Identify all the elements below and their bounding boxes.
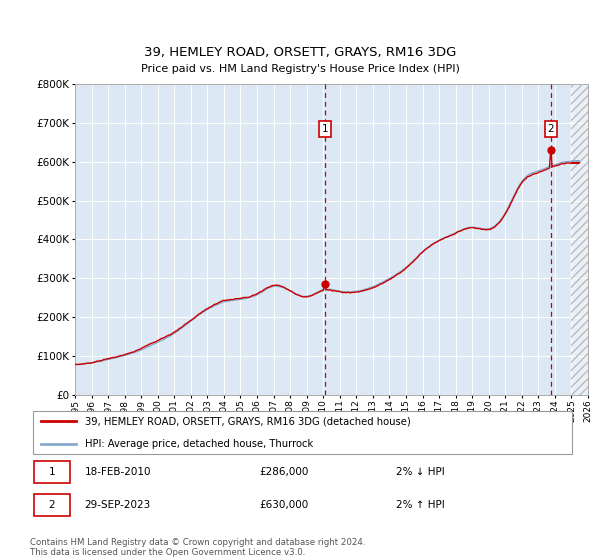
Text: Price paid vs. HM Land Registry's House Price Index (HPI): Price paid vs. HM Land Registry's House … [140,64,460,74]
Text: 39, HEMLEY ROAD, ORSETT, GRAYS, RM16 3DG (detached house): 39, HEMLEY ROAD, ORSETT, GRAYS, RM16 3DG… [85,416,410,426]
Text: 2% ↑ HPI: 2% ↑ HPI [396,500,445,510]
Bar [571,84,588,395]
FancyBboxPatch shape [33,410,572,455]
FancyBboxPatch shape [34,461,70,483]
Text: 2: 2 [49,500,55,510]
Text: 1: 1 [322,124,329,134]
Text: 39, HEMLEY ROAD, ORSETT, GRAYS, RM16 3DG: 39, HEMLEY ROAD, ORSETT, GRAYS, RM16 3DG [144,46,456,59]
Bar [571,84,588,395]
Text: £286,000: £286,000 [259,467,308,477]
Text: Contains HM Land Registry data © Crown copyright and database right 2024.
This d: Contains HM Land Registry data © Crown c… [30,538,365,557]
FancyBboxPatch shape [34,494,70,516]
Text: 29-SEP-2023: 29-SEP-2023 [85,500,151,510]
Text: £630,000: £630,000 [259,500,308,510]
Text: 2% ↓ HPI: 2% ↓ HPI [396,467,445,477]
Text: 1: 1 [49,467,55,477]
Text: 18-FEB-2010: 18-FEB-2010 [85,467,151,477]
Text: 2: 2 [547,124,554,134]
Text: HPI: Average price, detached house, Thurrock: HPI: Average price, detached house, Thur… [85,439,313,449]
